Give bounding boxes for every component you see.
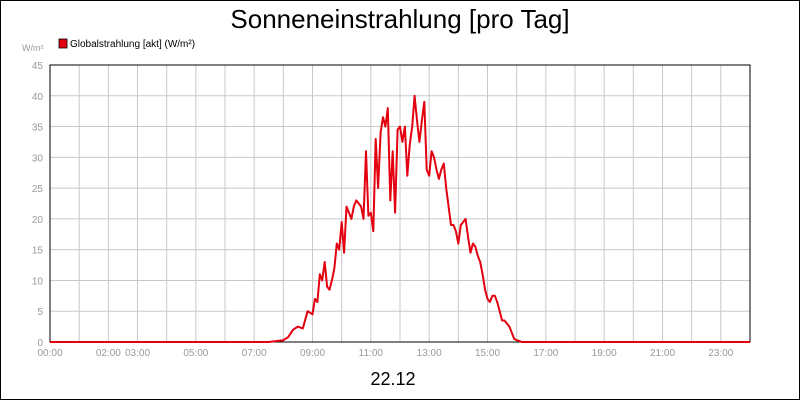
x-tick-label: 03:00 [125,348,150,359]
y-tick-label: 25 [32,184,44,195]
x-tick-label: 17:00 [533,348,558,359]
legend-label: Globalstrahlung [akt] (W/m²) [70,39,195,50]
plot-area-border [49,64,751,343]
x-tick-label: 21:00 [650,348,675,359]
x-tick-label: 09:00 [300,348,325,359]
gridlines [50,65,750,342]
chart-title: Sonneneinstrahlung [pro Tag] [230,4,569,34]
y-axis-unit-label: W/m² [22,43,44,53]
legend: Globalstrahlung [akt] (W/m²) [58,38,195,50]
x-tick-label: 23:00 [708,348,733,359]
y-tick-label: 20 [32,215,44,226]
x-tick-label: 15:00 [475,348,500,359]
x-tick-label: 02:00 [96,348,121,359]
y-tick-label: 35 [32,123,44,134]
y-tick-label: 15 [32,246,44,257]
y-tick-label: 30 [32,153,44,164]
x-tick-label: 19:00 [592,348,617,359]
date-label: 22.12 [370,369,415,389]
series-line-globalstrahlung [50,94,750,343]
y-tick-label: 0 [37,338,43,349]
series-layer [50,94,750,343]
legend-swatch [58,38,68,49]
y-axis-ticks: 0 5 10 15 20 25 30 35 40 45 [32,61,44,349]
x-tick-label: 05:00 [183,348,208,359]
y-tick-label: 45 [32,61,44,72]
x-tick-label: 11:00 [359,348,384,359]
x-axis-ticks: 00:00 02:00 03:00 05:00 07:00 09:00 11:00 13:00… [37,348,733,359]
x-tick-label: 13:00 [417,348,442,359]
x-tick-label: 00:00 [37,348,62,359]
y-tick-label: 40 [32,92,44,103]
y-tick-label: 5 [37,307,43,318]
x-tick-label: 07:00 [242,348,267,359]
y-tick-label: 10 [32,276,44,287]
